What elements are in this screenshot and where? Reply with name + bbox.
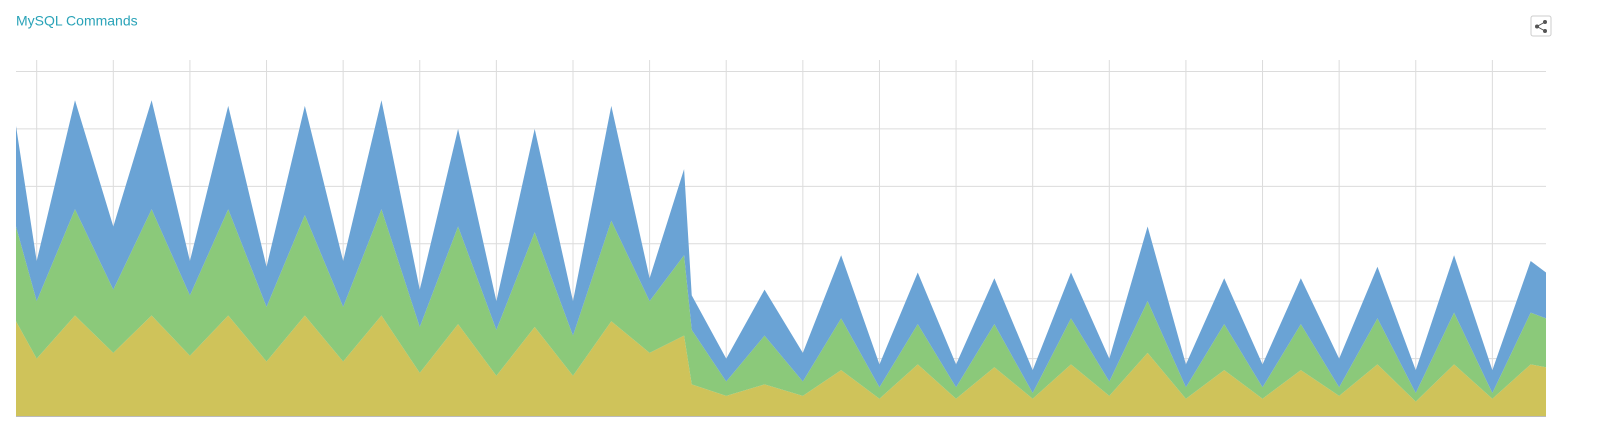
area — [16, 209, 1546, 402]
share-button[interactable] — [1530, 15, 1552, 37]
area — [16, 315, 1546, 416]
share-lines — [1535, 21, 1546, 32]
area — [16, 100, 1546, 394]
chart-title: MySQL Commands — [16, 13, 138, 29]
share-box — [1530, 15, 1552, 37]
